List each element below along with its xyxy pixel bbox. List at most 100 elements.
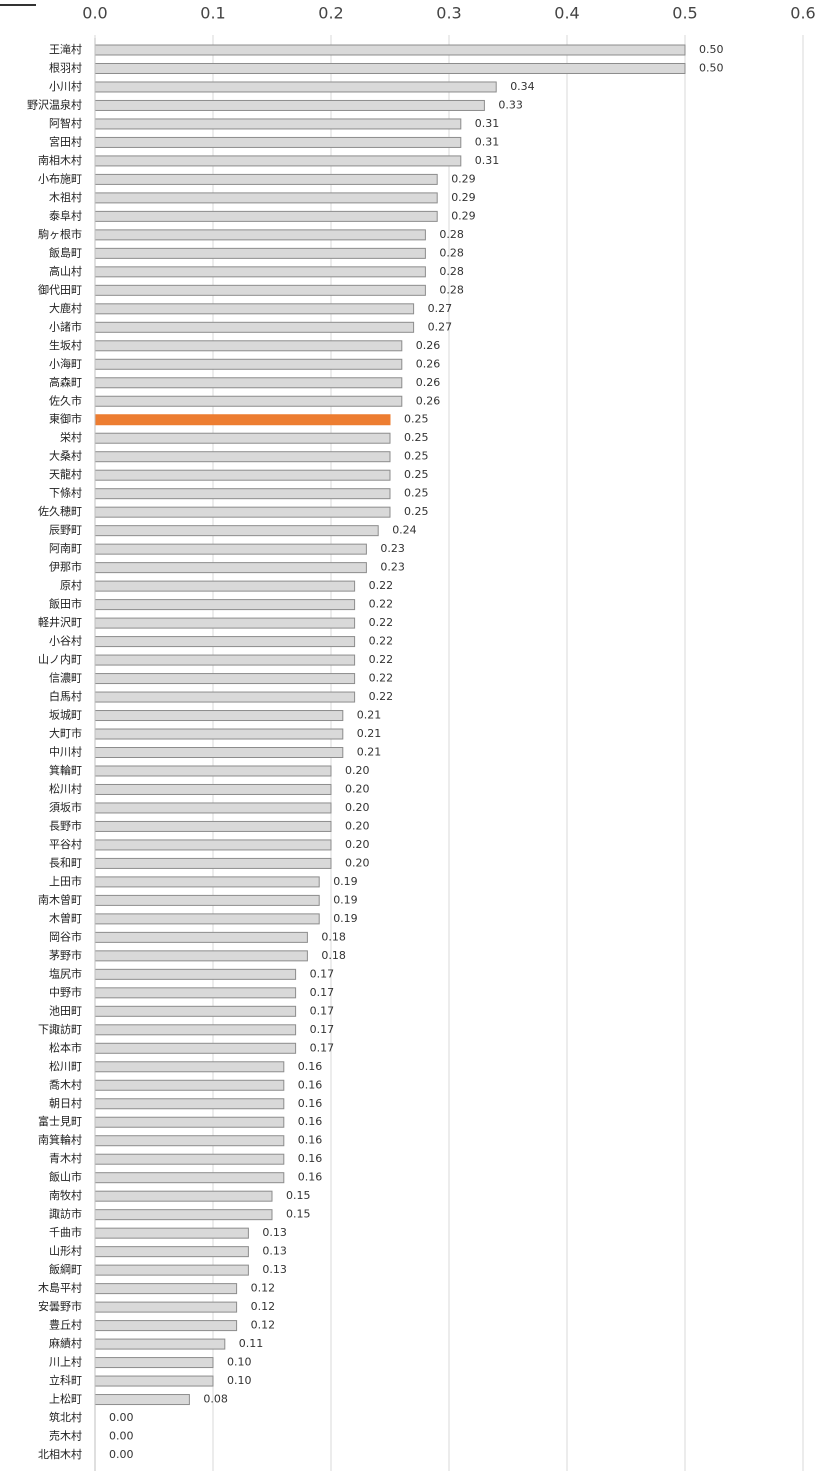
value-label: 0.15 [286, 1208, 311, 1221]
value-label: 0.10 [227, 1356, 252, 1369]
y-tick-label: 下條村 [49, 486, 82, 500]
y-tick-label: 生坂村 [49, 338, 82, 352]
bar [94, 136, 462, 148]
y-tick-label: 麻績村 [49, 1336, 82, 1350]
y-tick-label: 原村 [60, 578, 82, 592]
bar [94, 358, 403, 370]
value-label: 0.22 [369, 616, 394, 629]
value-label: 0.26 [416, 394, 441, 407]
bar [94, 1320, 238, 1332]
value-label: 0.16 [298, 1171, 323, 1184]
y-tick-label: 宮田村 [49, 134, 82, 148]
corner-mark [0, 4, 36, 6]
bar [94, 432, 391, 444]
y-tick-label: 売木村 [49, 1429, 82, 1443]
x-tick-label: 0.0 [82, 4, 107, 23]
bar [94, 617, 356, 629]
value-label: 0.33 [498, 98, 523, 111]
bar [94, 1264, 249, 1276]
value-label: 0.29 [451, 172, 476, 185]
value-label: 0.21 [357, 709, 382, 722]
y-tick-label: 木祖村 [49, 190, 82, 204]
y-tick-label: 富士見町 [38, 1114, 82, 1128]
y-tick-label: 佐久穂町 [38, 504, 82, 518]
bar [94, 395, 403, 407]
bar [94, 802, 332, 814]
value-label: 0.15 [286, 1189, 311, 1202]
bar [94, 1338, 226, 1350]
y-tick-label: 塩尻市 [49, 966, 82, 980]
y-tick-label: 泰阜村 [49, 208, 82, 222]
value-label: 0.12 [251, 1300, 276, 1313]
bar [94, 1079, 285, 1091]
bar [94, 99, 485, 111]
y-tick-label: 木島平村 [38, 1281, 82, 1295]
bar [94, 839, 332, 851]
y-tick-label: 野沢温泉村 [27, 97, 82, 111]
value-label: 0.29 [451, 209, 476, 222]
value-label: 0.13 [262, 1245, 287, 1258]
y-tick-label: 阿智村 [49, 116, 82, 130]
bar [94, 543, 367, 555]
y-tick-label: 根羽村 [49, 60, 82, 74]
value-label: 0.17 [310, 986, 335, 999]
bar [94, 876, 320, 888]
value-label: 0.27 [428, 302, 453, 315]
y-tick-label: 岡谷市 [49, 929, 82, 943]
y-tick-label: 上松町 [49, 1392, 82, 1406]
value-label: 0.28 [439, 228, 464, 241]
x-tick-label: 0.6 [790, 4, 815, 23]
bar [94, 1116, 285, 1128]
y-tick-label: 筑北村 [49, 1410, 82, 1424]
value-label: 0.08 [203, 1393, 228, 1406]
value-label: 0.17 [310, 967, 335, 980]
bar [94, 1227, 249, 1239]
y-tick-label: 大桑村 [49, 449, 82, 463]
bar [94, 673, 356, 685]
bar [94, 636, 356, 648]
value-label: 0.12 [251, 1282, 276, 1295]
bar [94, 1098, 285, 1110]
x-tick-label: 0.2 [318, 4, 343, 23]
y-tick-label: 辰野町 [49, 524, 82, 537]
value-label: 0.24 [392, 524, 417, 537]
y-tick-label: 飯綱町 [49, 1262, 82, 1276]
bar [94, 192, 438, 204]
value-label: 0.19 [333, 893, 358, 906]
x-tick-label: 0.3 [436, 4, 461, 23]
value-label: 0.11 [239, 1337, 263, 1350]
bar [94, 321, 415, 333]
bar [94, 451, 391, 463]
value-label: 0.20 [345, 838, 370, 851]
value-label: 0.28 [439, 283, 464, 296]
value-label: 0.25 [404, 505, 429, 518]
y-tick-label: 御代田町 [38, 282, 82, 296]
bar [94, 155, 462, 167]
y-tick-label: 諏訪市 [49, 1207, 82, 1221]
bar [94, 377, 403, 389]
y-tick-label: 中野市 [49, 985, 82, 999]
bar [94, 691, 356, 703]
bar [94, 118, 462, 130]
value-label: 0.23 [380, 542, 405, 555]
value-label: 0.22 [369, 635, 394, 648]
bar [94, 1042, 297, 1054]
bar [94, 1357, 214, 1369]
y-tick-label: 高森町 [49, 375, 82, 389]
value-label: 0.31 [475, 117, 500, 130]
y-tick-label: 下諏訪町 [38, 1022, 82, 1036]
y-tick-label: 千曲市 [49, 1225, 82, 1239]
value-label: 0.31 [475, 154, 500, 167]
bar [94, 81, 497, 93]
y-tick-label: 朝日村 [49, 1096, 82, 1110]
value-label: 0.20 [345, 856, 370, 869]
y-tick-label: 南牧村 [49, 1188, 82, 1202]
y-tick-label: 平谷村 [49, 837, 82, 851]
bar [94, 1283, 238, 1295]
value-label: 0.25 [404, 450, 429, 463]
value-label: 0.00 [109, 1448, 134, 1461]
y-tick-label: 箕輪町 [49, 763, 82, 777]
value-label: 0.18 [321, 930, 346, 943]
value-label: 0.25 [404, 468, 429, 481]
value-label: 0.21 [357, 746, 382, 759]
